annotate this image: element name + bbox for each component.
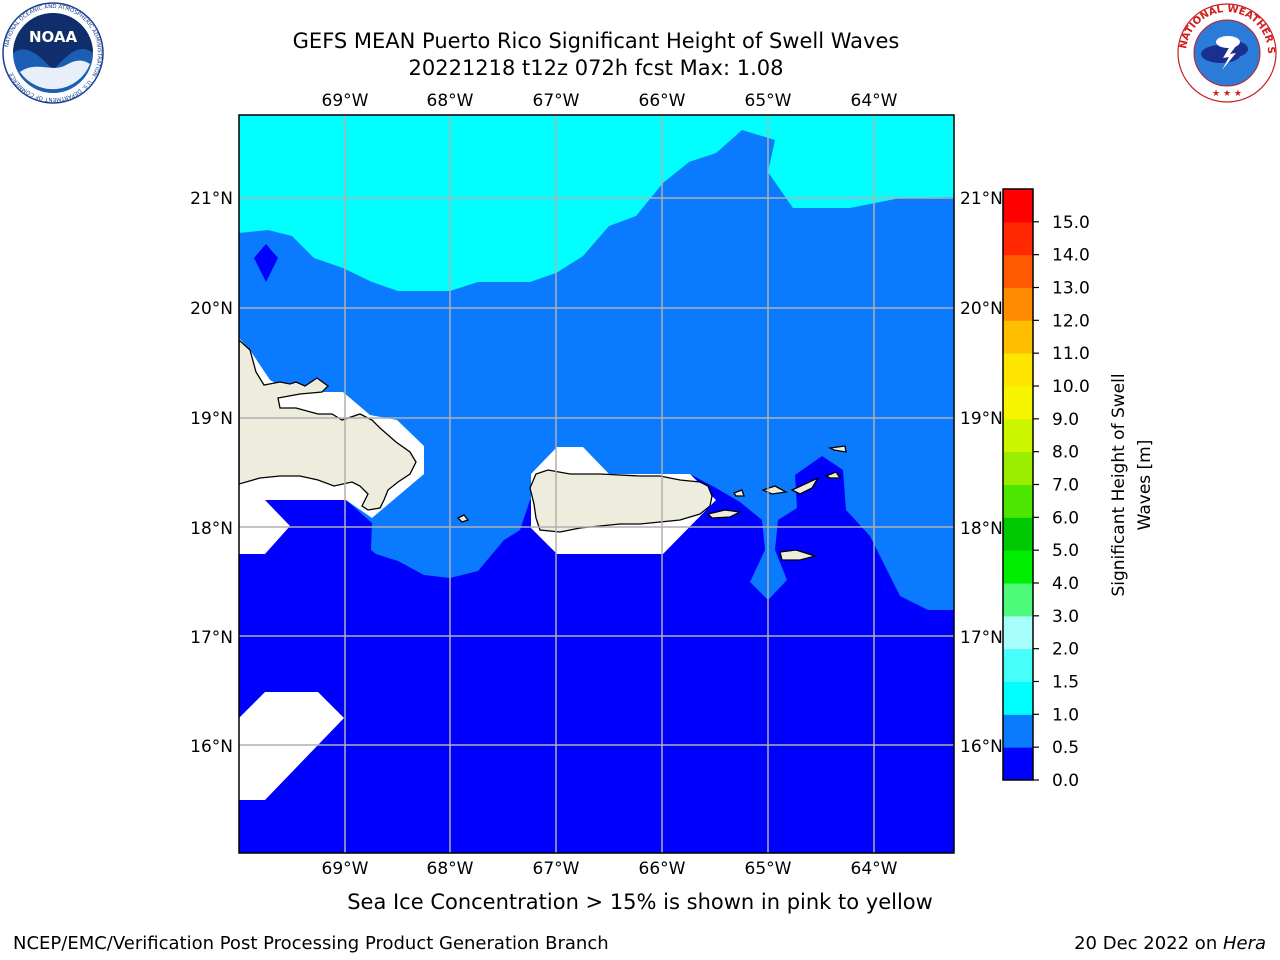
map-subtitle: 20221218 t12z 072h fcst Max: 1.08 — [408, 56, 784, 80]
colorbar-swatch — [1003, 615, 1033, 650]
land-st-croix — [779, 549, 818, 561]
colorbar-swatch — [1003, 714, 1033, 748]
colorbar-swatch — [1003, 451, 1033, 485]
land-anegada — [827, 445, 847, 453]
lon-label-bottom: 68°W — [427, 859, 474, 879]
colorbar-tick-label: 4.0 — [1052, 574, 1079, 594]
colorbar-swatch — [1003, 189, 1033, 223]
colorbar-tick-label: 7.0 — [1052, 476, 1079, 496]
footer-date: 20 Dec 2022 on Hera — [1074, 933, 1266, 954]
lat-label-left: 20°N — [190, 299, 233, 319]
colorbar-swatch — [1003, 550, 1033, 584]
map-gridlines — [239, 115, 954, 853]
lat-label-right: 19°N — [960, 409, 1003, 429]
lat-label-right: 18°N — [960, 519, 1003, 539]
colorbar-swatch — [1003, 484, 1033, 518]
lon-label-bottom: 67°W — [533, 859, 580, 879]
colorbar-tick-label: 13.0 — [1052, 279, 1090, 299]
colorbar: 0.0 0.5 1.0 1.5 2.0 3.0 4.0 5.0 6.0 7.0 8.0 9.0 10.0… — [1002, 188, 1090, 791]
colorbar-tick-label: 8.0 — [1052, 443, 1079, 463]
colorbar-swatch — [1003, 221, 1033, 256]
colorbar-tick-label: 6.0 — [1052, 508, 1079, 528]
colorbar-label: Significant Height of Swell — [1109, 373, 1129, 596]
lat-label-left: 18°N — [190, 519, 233, 539]
lon-label-top: 68°W — [427, 91, 474, 111]
footer-branch: NCEP/EMC/Verification Post Processing Pr… — [13, 933, 609, 954]
map-frame — [238, 114, 955, 854]
lon-label-bottom: 64°W — [851, 859, 898, 879]
colorbar-tick-label: 5.0 — [1052, 541, 1079, 561]
swell-band-0-0.5 — [239, 456, 954, 853]
lon-label-top: 64°W — [851, 91, 898, 111]
lat-label-right: 17°N — [960, 628, 1003, 648]
colorbar-tick-label: 10.0 — [1052, 377, 1090, 397]
land-virgin-islands-2 — [790, 476, 820, 495]
lat-label-left: 21°N — [190, 189, 233, 209]
lat-label-right: 16°N — [960, 737, 1003, 757]
nws-logo: NATIONAL WEATHER SERVICE ★ ★ ★ — [1176, 2, 1277, 103]
colorbar-swatch — [1003, 353, 1033, 387]
colorbar-tick-label: 12.0 — [1052, 311, 1090, 331]
lat-label-right: 20°N — [960, 299, 1003, 319]
colorbar-tick-label: 2.0 — [1052, 640, 1079, 660]
colorbar-swatch — [1003, 648, 1033, 682]
swell-height-field — [239, 115, 954, 853]
colorbar-tick-label: 3.0 — [1052, 607, 1079, 627]
colorbar-tick-label: 14.0 — [1052, 246, 1090, 266]
swell-blob-low — [254, 244, 278, 282]
colorbar-swatch — [1003, 418, 1033, 453]
lat-label-left: 17°N — [190, 628, 233, 648]
colorbar-tick-label: 0.5 — [1052, 738, 1079, 758]
lat-labels-right: 21°N 20°N 19°N 18°N 17°N 16°N — [960, 189, 1003, 757]
lat-label-left: 16°N — [190, 737, 233, 757]
land-vieques — [706, 509, 743, 519]
lon-labels-top: 69°W 68°W 67°W 66°W 65°W 64°W — [322, 91, 898, 111]
colorbar-tick-label: 1.0 — [1052, 705, 1079, 725]
land-small-island-3 — [824, 471, 842, 479]
land-small-island-1 — [456, 514, 470, 523]
colorbar-swatch — [1003, 287, 1033, 321]
svg-text:★ ★ ★: ★ ★ ★ — [1212, 89, 1242, 99]
colorbar-tick-label: 0.0 — [1052, 771, 1079, 791]
footer-date-text: 20 Dec 2022 on — [1074, 933, 1223, 954]
lon-label-bottom: 66°W — [639, 859, 686, 879]
colorbar-tick-label: 9.0 — [1052, 410, 1079, 430]
colorbar-swatch — [1003, 747, 1033, 781]
colorbar-label-units: Waves [m] — [1135, 440, 1155, 531]
footer-machine: Hera — [1222, 933, 1266, 954]
colorbar-swatch — [1003, 254, 1033, 288]
noaa-logo: NOAA NATIONAL OCEANIC AND ATMOSPHERIC AD… — [2, 2, 104, 104]
lat-label-right: 21°N — [960, 189, 1003, 209]
colorbar-swatch — [1003, 583, 1033, 617]
no-data-patch-south — [239, 692, 344, 800]
colorbar-swatch — [1003, 681, 1033, 715]
lon-label-bottom: 65°W — [745, 859, 792, 879]
lon-label-top: 69°W — [322, 91, 369, 111]
colorbar-tick-label: 11.0 — [1052, 344, 1090, 364]
lat-label-left: 19°N — [190, 409, 233, 429]
map-title: GEFS MEAN Puerto Rico Significant Height… — [292, 29, 900, 53]
lon-label-top: 66°W — [639, 91, 686, 111]
lon-label-top: 65°W — [745, 91, 792, 111]
lat-labels-left: 21°N 20°N 19°N 18°N 17°N 16°N — [190, 189, 233, 757]
colorbar-swatch — [1003, 386, 1033, 420]
colorbar-tick-label: 1.5 — [1052, 673, 1079, 693]
lon-labels-bottom: 69°W 68°W 67°W 66°W 65°W 64°W — [322, 859, 898, 879]
colorbar-tick-label: 15.0 — [1052, 213, 1090, 233]
land-hispaniola — [239, 339, 417, 511]
land-small-island-2 — [733, 489, 745, 497]
noaa-logo-text: NOAA — [29, 28, 78, 46]
colorbar-swatch — [1003, 517, 1033, 551]
lon-label-bottom: 69°W — [322, 859, 369, 879]
colorbar-swatch — [1003, 320, 1033, 354]
sea-ice-note: Sea Ice Concentration > 15% is shown in … — [347, 890, 933, 914]
lon-label-top: 67°W — [533, 91, 580, 111]
